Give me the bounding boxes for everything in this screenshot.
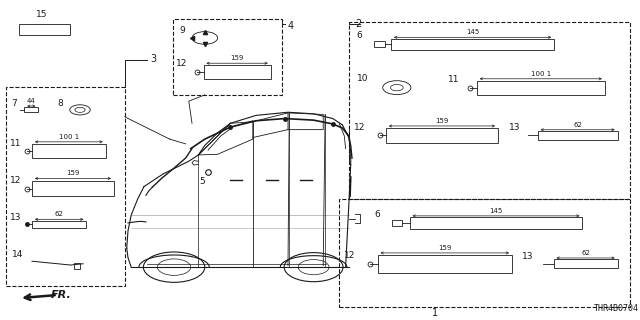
Bar <box>392 220 402 226</box>
Text: 62: 62 <box>581 250 590 256</box>
Text: FR.: FR. <box>51 290 72 300</box>
Text: THR4B0704: THR4B0704 <box>594 304 639 313</box>
Text: 145: 145 <box>490 208 502 214</box>
Text: 11: 11 <box>448 75 460 84</box>
Text: 7: 7 <box>12 99 17 108</box>
Text: 100 1: 100 1 <box>59 134 79 140</box>
Text: 5: 5 <box>200 177 205 186</box>
Bar <box>378 255 512 273</box>
Text: 12: 12 <box>176 59 188 68</box>
Bar <box>32 144 106 158</box>
Text: 11: 11 <box>10 139 21 148</box>
Bar <box>173 19 282 95</box>
Text: 44: 44 <box>27 98 36 104</box>
Text: 159: 159 <box>438 245 451 251</box>
Text: 14: 14 <box>12 250 23 259</box>
Bar <box>410 217 582 228</box>
Text: 15: 15 <box>36 10 47 19</box>
Bar <box>32 220 86 228</box>
Text: 1: 1 <box>432 308 438 318</box>
Text: 4: 4 <box>288 20 294 30</box>
Bar <box>386 128 498 143</box>
Text: 159: 159 <box>67 170 79 176</box>
Bar <box>32 180 114 196</box>
Bar <box>24 107 38 112</box>
Text: 6: 6 <box>356 31 362 40</box>
Bar <box>391 39 554 50</box>
Text: 100 1: 100 1 <box>531 71 551 76</box>
Bar <box>349 22 630 199</box>
Text: 13: 13 <box>509 123 520 132</box>
Text: 62: 62 <box>55 211 63 217</box>
Bar <box>204 65 271 79</box>
Text: 13: 13 <box>10 213 21 222</box>
Text: 8: 8 <box>58 99 63 108</box>
Text: 145: 145 <box>466 29 479 35</box>
Bar <box>19 24 70 35</box>
Bar <box>554 259 618 268</box>
Text: 12: 12 <box>10 176 21 185</box>
Bar <box>477 81 605 95</box>
Bar <box>339 199 630 307</box>
Bar <box>6 87 125 286</box>
Text: 12: 12 <box>354 123 365 132</box>
Bar <box>538 131 618 140</box>
Text: 10: 10 <box>356 74 368 83</box>
Text: 159: 159 <box>435 118 449 124</box>
Text: 9: 9 <box>179 27 185 36</box>
Text: 13: 13 <box>522 252 533 260</box>
Text: 6: 6 <box>374 210 380 219</box>
Text: 12: 12 <box>344 251 356 260</box>
Text: 62: 62 <box>573 122 582 128</box>
Bar <box>374 41 385 47</box>
Text: 159: 159 <box>230 55 244 61</box>
Text: 2: 2 <box>355 19 362 29</box>
Text: 3: 3 <box>150 54 157 64</box>
